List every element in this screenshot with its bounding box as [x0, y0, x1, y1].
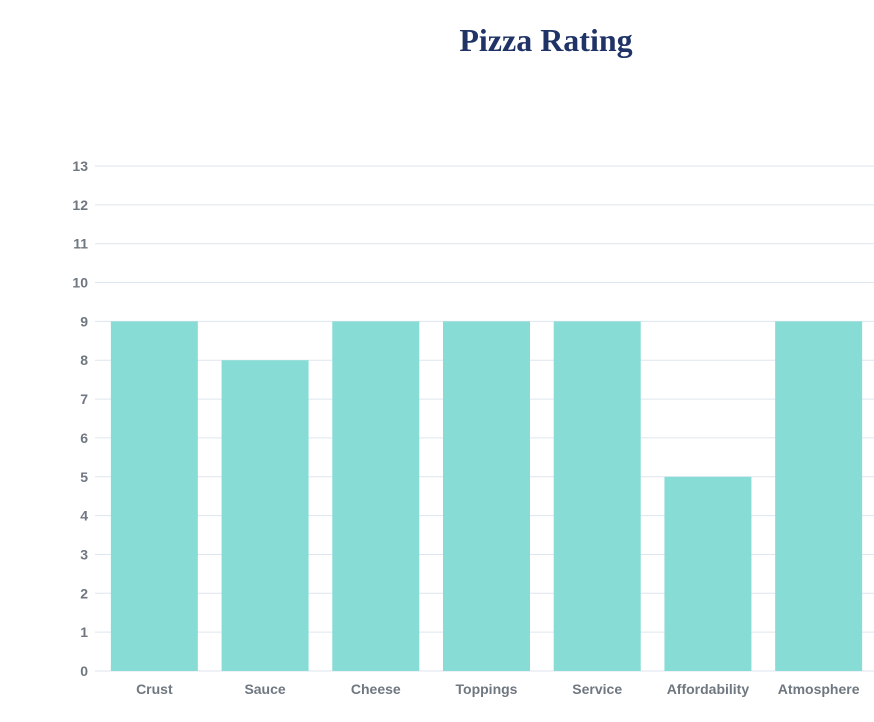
y-tick-label: 3: [80, 546, 88, 562]
x-tick-label: Toppings: [456, 681, 518, 697]
x-tick-label: Atmosphere: [778, 681, 860, 697]
bar-affordability: [664, 476, 752, 671]
x-tick-label: Service: [572, 681, 622, 697]
y-tick-label: 1: [80, 624, 88, 640]
x-tick-label: Sauce: [244, 681, 285, 697]
bar-atmosphere: [775, 321, 863, 671]
y-tick-label: 7: [80, 391, 88, 407]
chart-title: Pizza Rating: [459, 22, 633, 58]
x-tick-label: Affordability: [667, 681, 750, 697]
y-tick-label: 5: [80, 469, 88, 485]
y-tick-label: 8: [80, 352, 88, 368]
y-tick-label: 12: [72, 197, 88, 213]
bar-service: [553, 321, 641, 671]
x-tick-label: Cheese: [351, 681, 401, 697]
y-tick-label: 2: [80, 585, 88, 601]
y-tick-label: 13: [72, 158, 88, 174]
x-tick-label: Crust: [136, 681, 173, 697]
y-tick-label: 4: [80, 508, 88, 524]
bar-toppings: [443, 321, 530, 671]
y-tick-label: 9: [80, 313, 88, 329]
bar-crust: [110, 321, 198, 671]
bar-sauce: [221, 360, 309, 671]
y-tick-label: 0: [80, 663, 88, 679]
y-tick-label: 6: [80, 430, 88, 446]
y-tick-label: 11: [73, 236, 88, 252]
y-tick-label: 10: [72, 275, 88, 291]
bar-cheese: [332, 321, 420, 671]
